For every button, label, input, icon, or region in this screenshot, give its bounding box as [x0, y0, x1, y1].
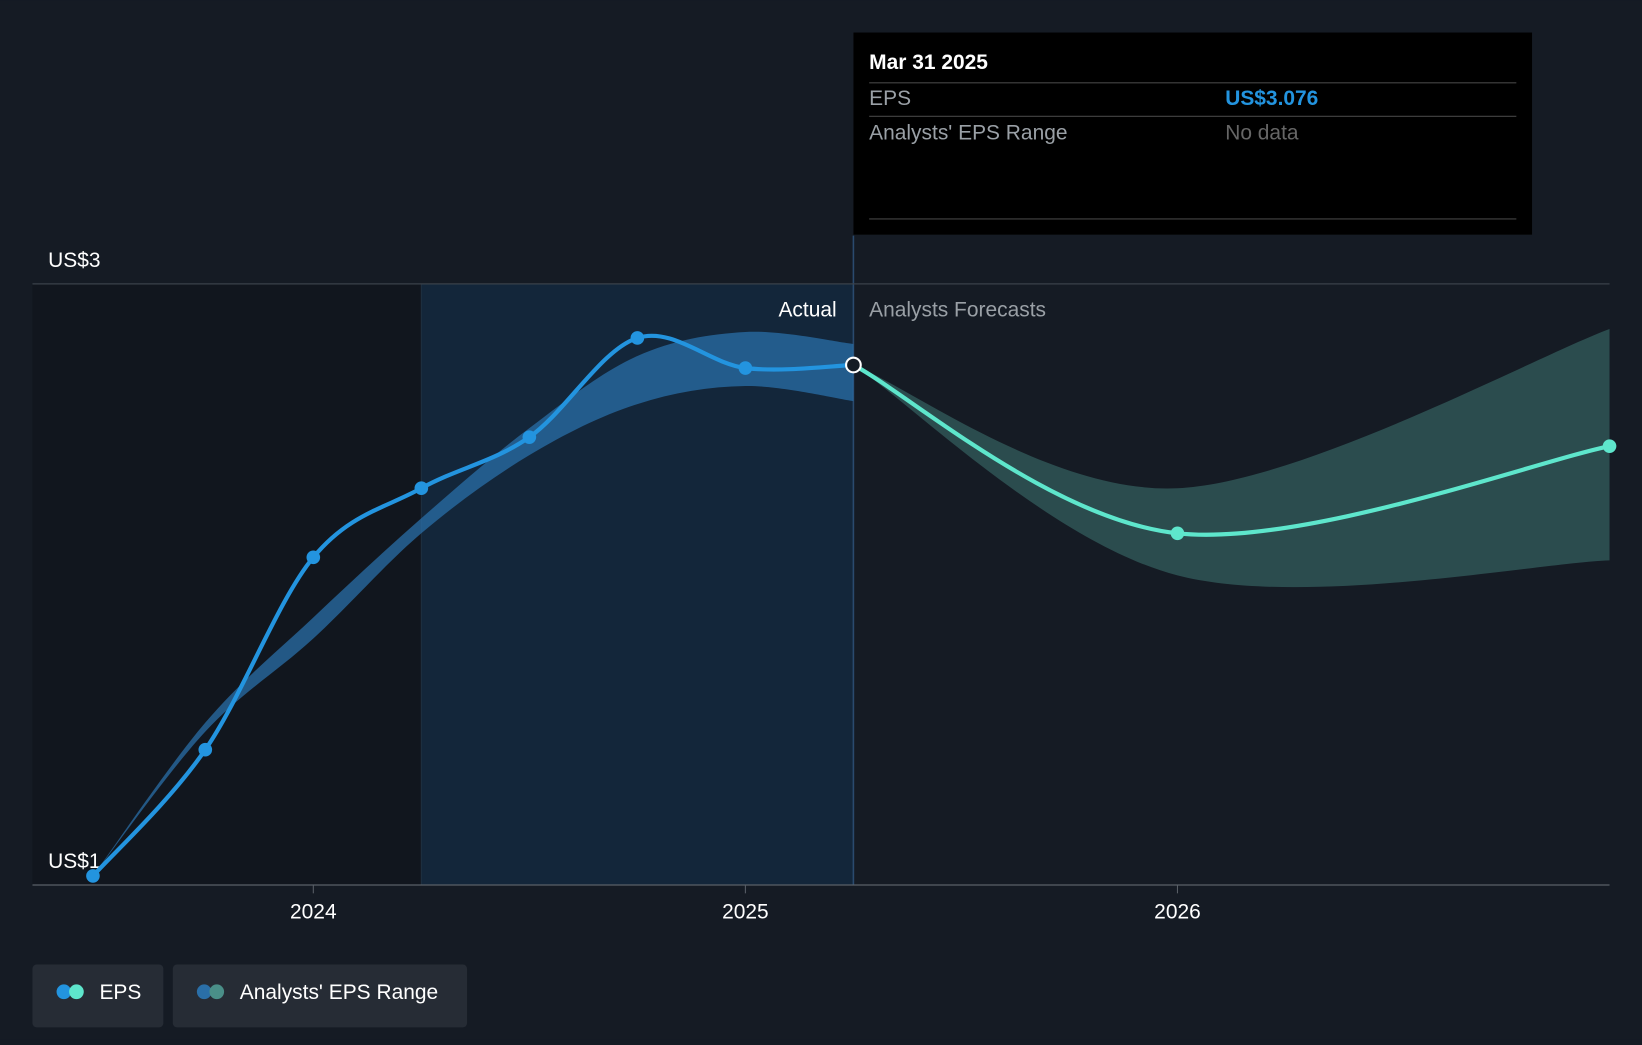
eps-point	[630, 331, 645, 345]
forecast-point	[1602, 439, 1617, 453]
legend-item[interactable]	[32, 964, 164, 1028]
legend-label: Analysts' EPS Range	[240, 981, 438, 1004]
tooltip-box	[853, 32, 1533, 235]
tooltip-label: Analysts' EPS Range	[869, 121, 1067, 144]
legend-swatch	[209, 984, 225, 1000]
legend-label: EPS	[99, 981, 141, 1004]
tooltip-date: Mar 31 2025	[869, 51, 988, 74]
actual-label: Actual	[778, 298, 836, 321]
tooltip-value: US$3.076	[1225, 87, 1318, 110]
legend-item[interactable]	[172, 964, 468, 1028]
tooltip-value: No data	[1225, 121, 1299, 144]
legend-swatch	[196, 984, 212, 1000]
eps-point	[738, 361, 753, 375]
eps-point	[198, 742, 213, 757]
legend: EPS Analysts' EPS Range	[32, 964, 468, 1028]
forecast-point	[1170, 526, 1185, 541]
eps-point	[306, 550, 321, 565]
eps-point	[86, 869, 100, 883]
tooltip: Mar 31 2025 EPS US$3.076 Analysts' EPS R…	[853, 32, 1533, 235]
eps-point	[414, 481, 429, 496]
x-tick-label: 2026	[1154, 900, 1201, 923]
range-band	[92, 331, 854, 876]
highlight-point	[845, 356, 862, 374]
x-tick-label: 2024	[290, 900, 337, 923]
legend-swatch	[56, 984, 72, 1000]
range-band	[853, 328, 1610, 588]
y-tick-label: US$3	[48, 249, 100, 272]
forecast-label: Analysts Forecasts	[869, 298, 1046, 321]
eps-point	[522, 430, 537, 444]
y-tick-label: US$1	[48, 850, 100, 873]
x-tick-label: 2025	[722, 900, 769, 923]
tooltip-label: EPS	[869, 87, 911, 110]
legend-swatch	[69, 984, 84, 1000]
